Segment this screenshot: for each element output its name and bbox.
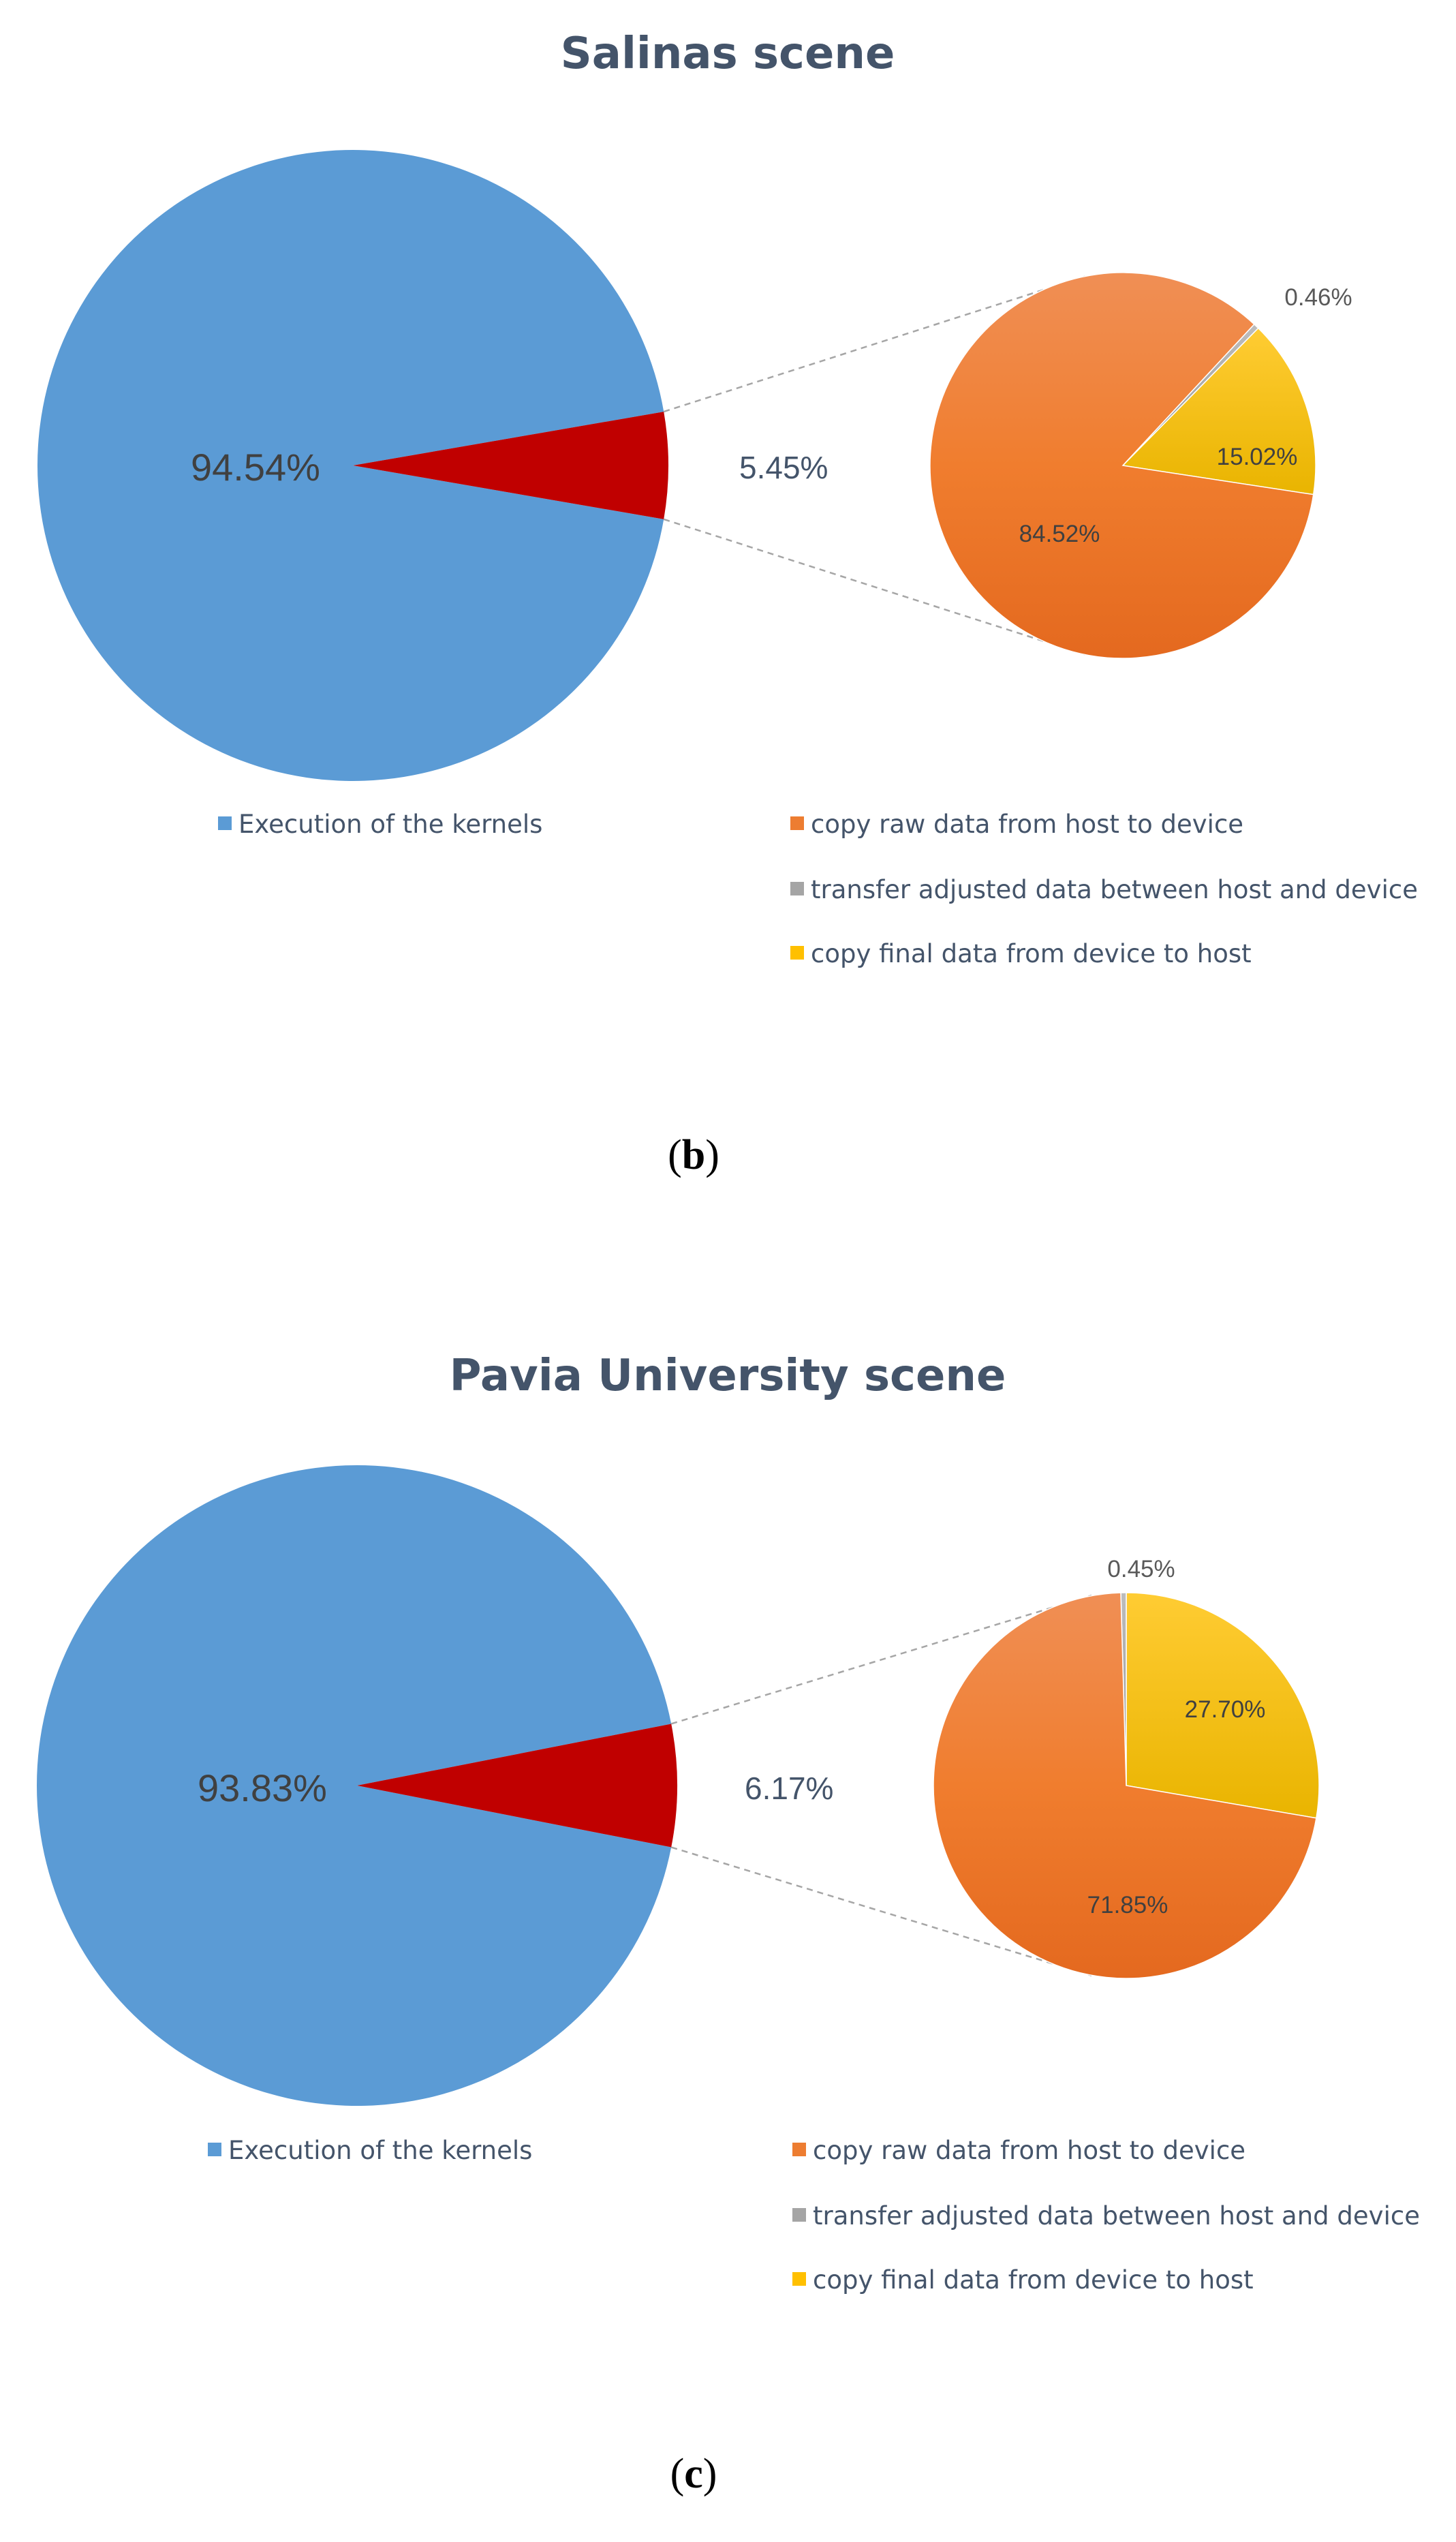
legend-label-copy-final: copy final data from device to host: [813, 2265, 1254, 2295]
legend-label-copy-raw: copy raw data from host to device: [813, 2136, 1245, 2165]
pie-slice-copy-raw: [929, 272, 1314, 659]
pie-label-execution: 93.83%: [198, 1766, 327, 1809]
pie-label-transfer-total: 6.17%: [745, 1771, 833, 1806]
pie-label-transfer-adjusted: 0.46%: [1284, 284, 1352, 311]
pie-label-execution: 94.54%: [191, 446, 320, 489]
pie-label-transfer-total: 5.45%: [739, 450, 828, 485]
legend-swatch-copy-final: [790, 946, 804, 960]
chart-title: Pavia University scene: [450, 1351, 1006, 1401]
pie-slice-transfer-total: [357, 1724, 678, 1848]
pie-label-copy-final: 27.70%: [1185, 1696, 1266, 1723]
chart-panel: Pavia University scene 93.83% 6.17% 71.85% 0…: [37, 1351, 1420, 2497]
connector-line-top: [670, 1595, 1092, 1725]
pie-slice-execution: [37, 1465, 672, 2106]
connector-line-bottom: [663, 518, 1089, 656]
chart-panel: Salinas scene 94.54% 5.45% 84.52% 0.46% 15.02…: [37, 29, 1418, 1178]
legend-label-execution: Execution of the kernels: [238, 810, 542, 839]
legend-swatch-copy-raw: [792, 2143, 806, 2156]
pie-slice-copy-final: [1126, 1592, 1320, 1819]
legend-swatch-transfer-adjusted: [790, 882, 804, 895]
pie-slice-copy-raw: [933, 1592, 1317, 1979]
pie-slice-transfer-total: [353, 412, 669, 519]
panel-letter: b: [682, 1132, 705, 1178]
legend-label-execution: Execution of the kernels: [228, 2136, 532, 2165]
legend-swatch-copy-final: [792, 2272, 806, 2286]
legend-swatch-execution: [208, 2143, 221, 2156]
pie-slice-copy-final: [1121, 327, 1316, 495]
pie-label-copy-raw: 71.85%: [1087, 1892, 1168, 1918]
legend-label-transfer-adjusted: transfer adjusted data between host and …: [811, 875, 1418, 904]
legend-swatch-copy-raw: [790, 816, 804, 830]
connector-line-top: [663, 275, 1089, 413]
pie-label-transfer-adjusted: 0.45%: [1107, 1556, 1175, 1582]
legend-swatch-transfer-adjusted: [792, 2208, 806, 2222]
legend-label-transfer-adjusted: transfer adjusted data between host and …: [813, 2201, 1420, 2231]
legend-swatch-execution: [218, 816, 232, 830]
legend: Execution of the kernels copy raw data fr…: [218, 810, 1418, 968]
pie-label-copy-raw: 84.52%: [1019, 521, 1100, 547]
legend: Execution of the kernels copy raw data fr…: [208, 2136, 1420, 2295]
chart-title: Salinas scene: [561, 29, 895, 79]
pie-slice-execution: [37, 149, 664, 781]
legend-label-copy-raw: copy raw data from host to device: [811, 810, 1243, 839]
panel-label: (c): [670, 2451, 717, 2497]
legend-label-copy-final: copy final data from device to host: [811, 939, 1252, 968]
chart-panels: Salinas scene 94.54% 5.45% 84.52% 0.46% 15.02…: [37, 29, 1420, 2497]
connector-line-bottom: [670, 1846, 1092, 1976]
pie-label-copy-final: 15.02%: [1217, 444, 1298, 470]
panel-label: (b): [668, 1132, 719, 1178]
panel-letter: c: [684, 2451, 703, 2497]
